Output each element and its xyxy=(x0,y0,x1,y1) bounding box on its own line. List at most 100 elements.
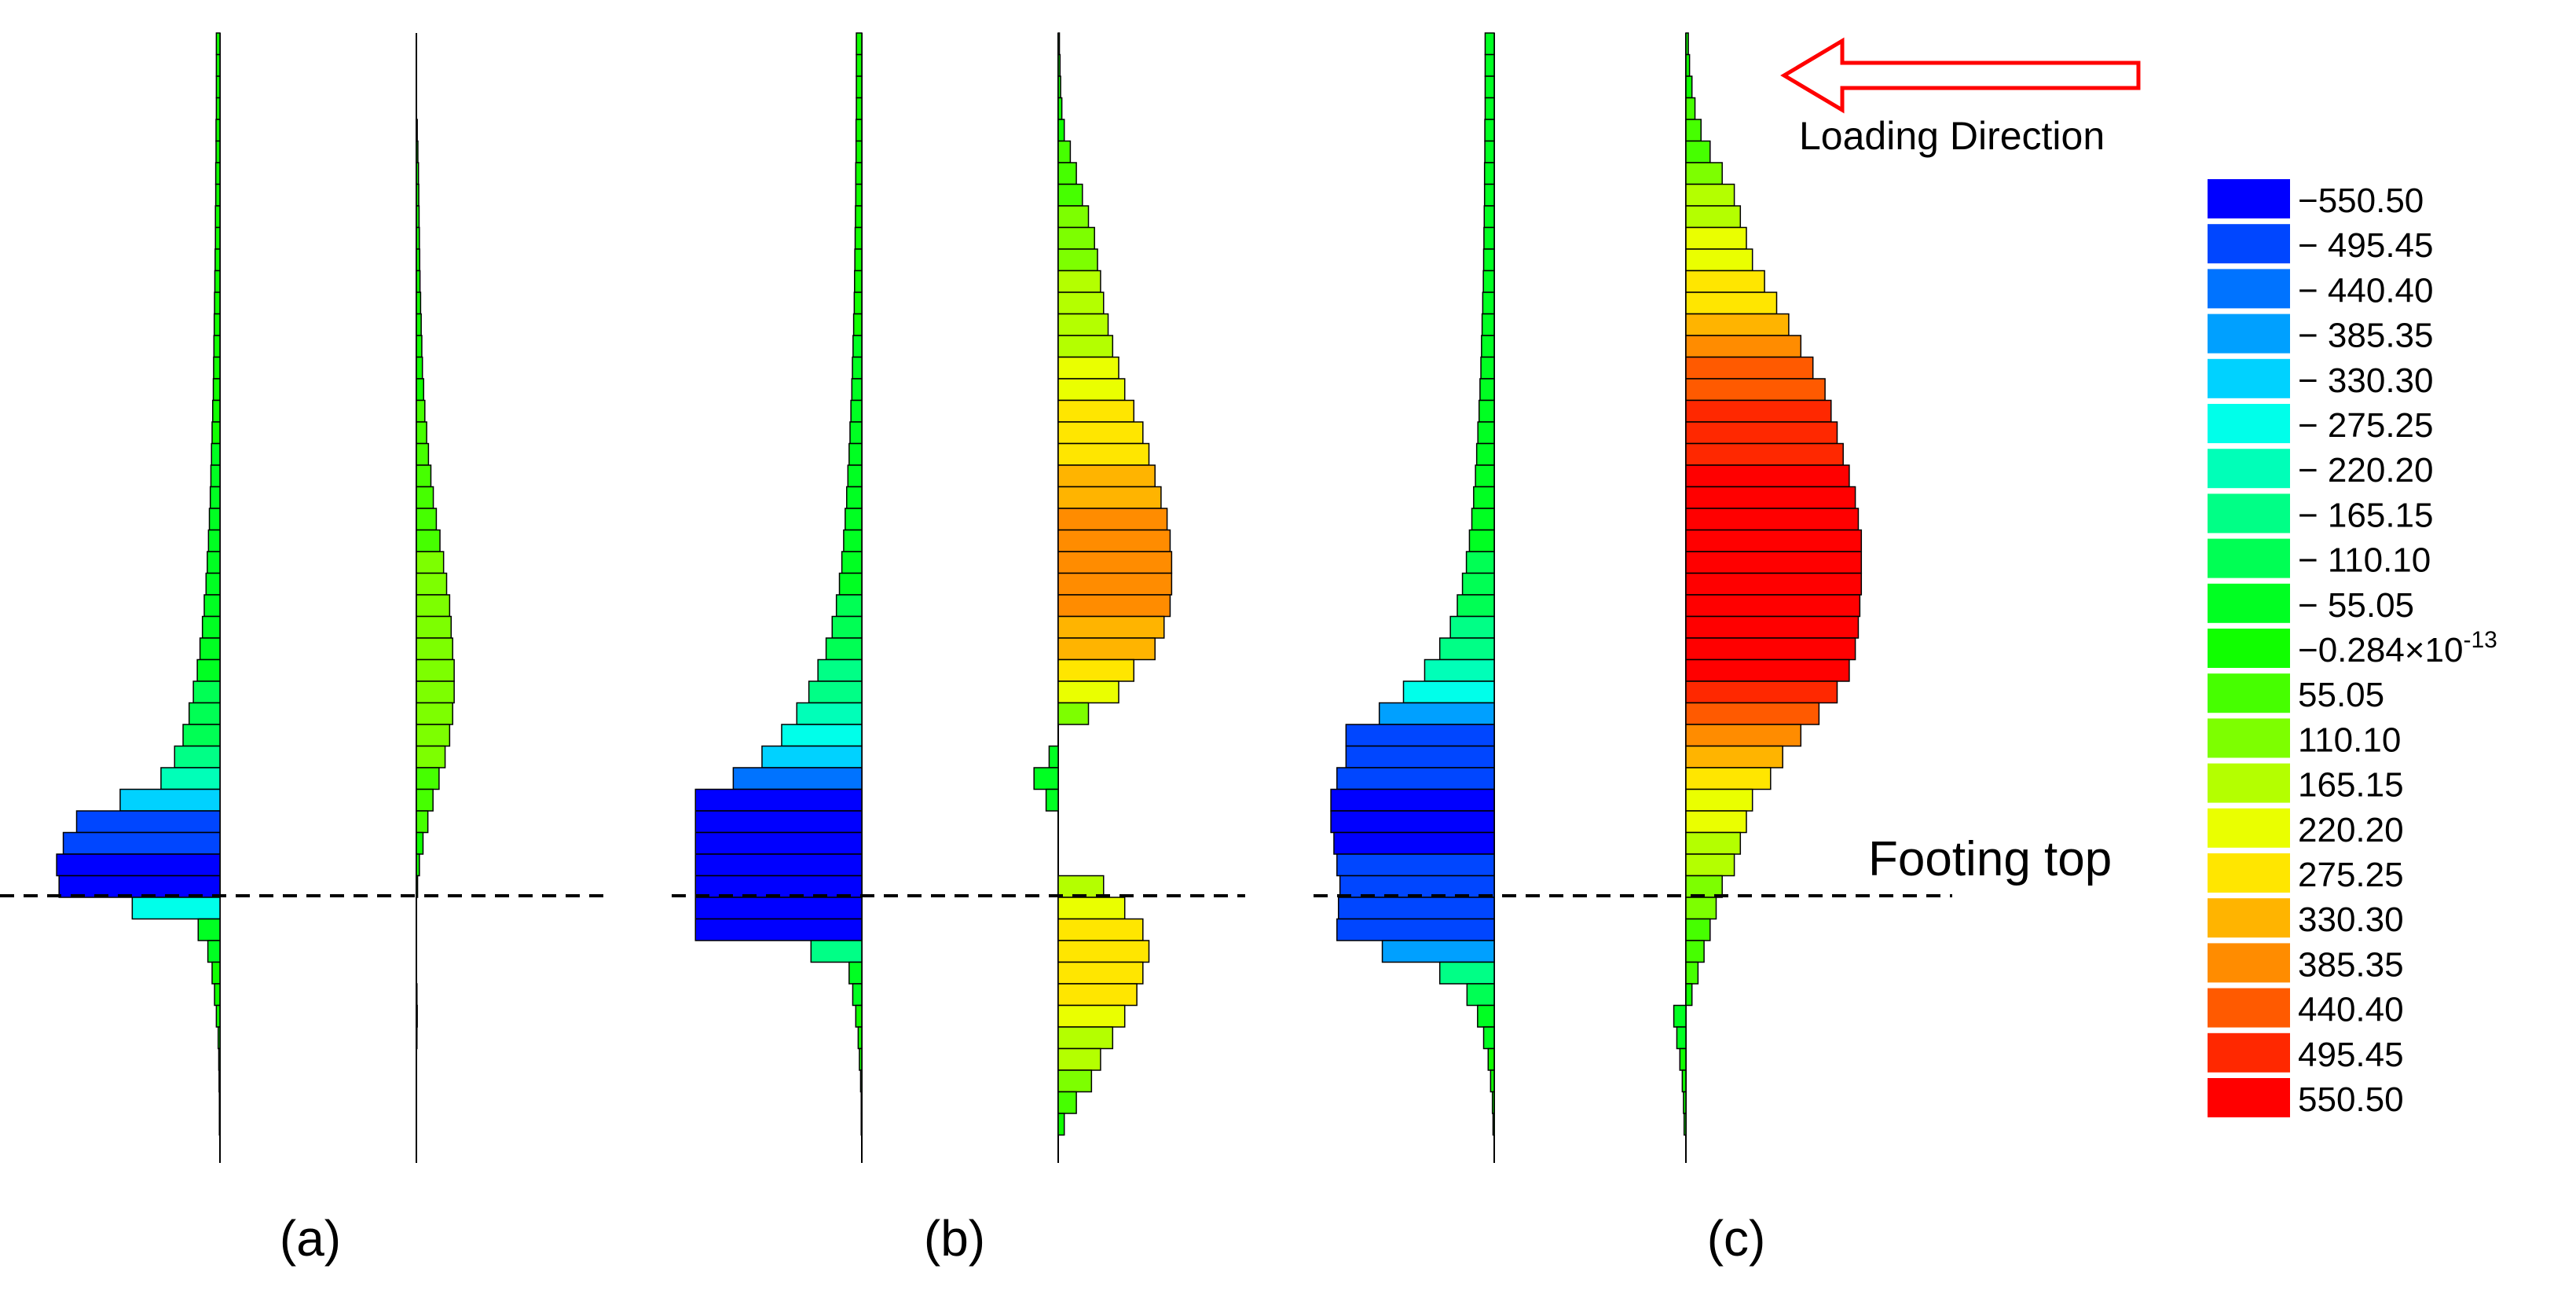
bar-b-left-43 xyxy=(848,961,863,985)
bar-a-left-42 xyxy=(207,940,221,963)
bar-b-right-19 xyxy=(1057,442,1150,466)
bar-a-right-32 xyxy=(416,724,451,747)
legend-swatch-1 xyxy=(2208,224,2290,264)
bar-b-left-50 xyxy=(860,1113,863,1136)
bar-b-left-11 xyxy=(854,270,863,293)
bar-b-left-14 xyxy=(852,335,863,358)
bar-c-right-8 xyxy=(1685,205,1742,229)
bar-c-left-26 xyxy=(1457,594,1495,618)
bar-c-right-17 xyxy=(1685,399,1832,423)
bar-b-left-26 xyxy=(835,594,863,618)
bar-b-right-50 xyxy=(1057,1113,1065,1136)
bar-c-right-10 xyxy=(1685,248,1753,272)
bar-b-right-40 xyxy=(1057,897,1126,920)
bar-b-left-37 xyxy=(694,831,863,855)
bar-a-right-45 xyxy=(416,1004,418,1028)
bar-a-left-39 xyxy=(58,875,221,898)
bar-b-left-28 xyxy=(825,637,863,661)
bar-b-left-15 xyxy=(852,356,863,380)
bar-c-left-19 xyxy=(1475,442,1495,466)
legend-label-8: − 110.10 xyxy=(2298,541,2431,580)
legend-label-10: −0.284×10-13 xyxy=(2298,627,2497,669)
bar-a-right-26 xyxy=(416,594,451,618)
bar-a-right-35 xyxy=(416,788,434,812)
bars-layer xyxy=(56,32,1863,1163)
bar-b-left-49 xyxy=(860,1091,863,1114)
bar-c-right-26 xyxy=(1685,594,1861,618)
bar-a-left-27 xyxy=(201,615,221,639)
bar-b-right-47 xyxy=(1057,1047,1101,1071)
bar-c-right-15 xyxy=(1685,356,1814,380)
bar-b-right-8 xyxy=(1057,205,1090,229)
bar-c-left-9 xyxy=(1483,226,1495,250)
bar-b-right-21 xyxy=(1057,486,1162,509)
bar-c-right-6 xyxy=(1685,162,1723,185)
legend-label-superscript: -13 xyxy=(2463,627,2497,653)
bar-c-right-28 xyxy=(1685,637,1856,661)
bar-a-right-25 xyxy=(416,572,448,596)
legend-label-14: 220.20 xyxy=(2298,811,2404,849)
bar-a-right-23 xyxy=(416,529,441,552)
bar-c-right-48 xyxy=(1681,1069,1687,1093)
bar-c-left-6 xyxy=(1483,162,1495,185)
bar-c-right-37 xyxy=(1685,831,1742,855)
bar-c-left-32 xyxy=(1345,724,1495,747)
legend-swatch-2 xyxy=(2208,269,2290,309)
bar-c-left-16 xyxy=(1479,378,1495,402)
bar-a-left-1 xyxy=(215,53,221,77)
bar-c-right-3 xyxy=(1685,97,1696,120)
bar-c-left-24 xyxy=(1465,551,1495,574)
bar-b-left-0 xyxy=(856,32,863,56)
bar-a-right-11 xyxy=(416,270,421,293)
bar-a-left-46 xyxy=(217,1026,221,1050)
bar-a-right-31 xyxy=(416,702,453,725)
bar-c-right-4 xyxy=(1685,119,1702,142)
bar-b-left-20 xyxy=(847,464,863,488)
bar-a-left-29 xyxy=(196,658,221,682)
bar-a-right-7 xyxy=(416,183,420,207)
legend-label-15: 275.25 xyxy=(2298,856,2404,894)
bar-b-left-33 xyxy=(761,745,863,768)
bar-c-right-41 xyxy=(1685,918,1711,941)
bar-b-left-4 xyxy=(855,119,863,142)
bar-b-left-19 xyxy=(848,442,863,466)
bar-b-left-10 xyxy=(854,248,863,272)
bar-b-right-26 xyxy=(1057,594,1171,618)
bar-a-left-37 xyxy=(62,831,221,855)
footing-top-label: Footing top xyxy=(1868,832,2112,886)
bar-c-left-29 xyxy=(1424,658,1495,682)
bar-a-right-6 xyxy=(416,162,420,185)
bar-c-right-40 xyxy=(1685,897,1717,920)
bar-c-left-11 xyxy=(1482,270,1495,293)
bar-c-left-48 xyxy=(1490,1069,1495,1093)
bar-b-left-46 xyxy=(857,1026,863,1050)
bar-b-left-16 xyxy=(851,378,863,402)
legend-swatch-7 xyxy=(2208,493,2290,534)
bar-b-left-24 xyxy=(841,551,863,574)
bar-a-left-2 xyxy=(215,75,221,99)
bar-a-left-4 xyxy=(215,119,221,142)
bar-c-right-30 xyxy=(1685,680,1838,704)
legend-swatch-11 xyxy=(2208,673,2290,713)
bar-b-right-6 xyxy=(1057,162,1077,185)
legend-swatch-8 xyxy=(2208,538,2290,578)
bar-a-right-21 xyxy=(416,486,434,509)
bar-c-left-23 xyxy=(1468,529,1495,552)
bar-b-right-3 xyxy=(1057,97,1063,120)
bar-b-right-24 xyxy=(1057,551,1173,574)
bar-b-right-0 xyxy=(1057,32,1061,56)
legend-label-6: − 220.20 xyxy=(2298,451,2434,490)
bar-a-right-24 xyxy=(416,551,445,574)
bar-a-left-25 xyxy=(205,572,221,596)
bar-a-left-14 xyxy=(213,335,221,358)
bar-c-left-0 xyxy=(1484,32,1495,56)
panel-label-b: (b) xyxy=(924,1210,985,1267)
bar-a-right-19 xyxy=(416,442,430,466)
bar-a-left-47 xyxy=(218,1047,221,1071)
bar-a-right-27 xyxy=(416,615,453,639)
bar-a-left-30 xyxy=(192,680,221,704)
bar-b-right-27 xyxy=(1057,615,1165,639)
bar-a-left-43 xyxy=(211,961,221,985)
bar-b-left-2 xyxy=(856,75,863,99)
legend-swatch-19 xyxy=(2208,1032,2290,1073)
